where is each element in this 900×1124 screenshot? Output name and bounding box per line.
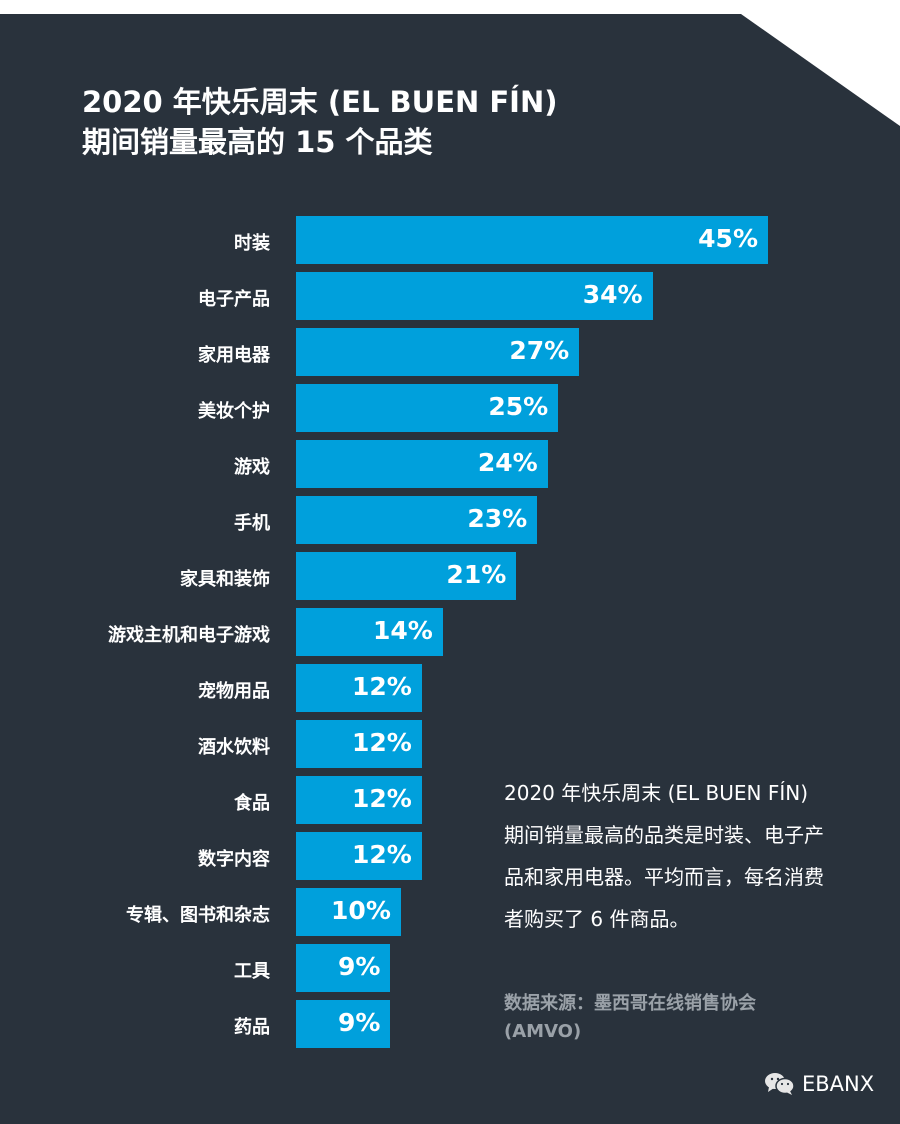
category-label: 食品 bbox=[234, 793, 270, 814]
bar: 10% bbox=[296, 888, 401, 936]
data-label: 25% bbox=[488, 392, 549, 421]
bar: 25% bbox=[296, 384, 559, 432]
logo: EBANX bbox=[764, 1072, 874, 1096]
bar: 34% bbox=[296, 272, 653, 320]
bar: 21% bbox=[296, 552, 517, 600]
category-label: 家具和装饰 bbox=[180, 569, 270, 590]
title-line-1: 2020 年快乐周末 (EL BUEN FÍN) bbox=[82, 85, 558, 119]
source-note: 数据来源：墨西哥在线销售协会 (AMVO) bbox=[504, 993, 756, 1042]
logo-text: EBANX bbox=[802, 1072, 875, 1096]
category-label: 酒水饮料 bbox=[198, 737, 270, 758]
category-label: 工具 bbox=[234, 961, 270, 982]
bar: 9% bbox=[296, 944, 391, 992]
data-label: 10% bbox=[331, 896, 391, 925]
data-label: 12% bbox=[352, 784, 412, 813]
bar: 27% bbox=[296, 328, 580, 376]
category-label: 美妆个护 bbox=[198, 401, 270, 422]
title-line-2: 期间销量最高的 15 个品类 bbox=[82, 125, 433, 159]
category-label: 专辑、图书和杂志 bbox=[126, 905, 270, 926]
category-label: 宠物用品 bbox=[198, 681, 270, 702]
bar: 12% bbox=[296, 776, 422, 824]
data-label: 24% bbox=[477, 448, 538, 477]
data-label: 23% bbox=[467, 504, 528, 533]
bar: 14% bbox=[296, 608, 443, 656]
bar: 12% bbox=[296, 664, 422, 712]
category-label: 电子产品 bbox=[198, 289, 270, 310]
category-label: 药品 bbox=[234, 1017, 270, 1038]
data-label: 45% bbox=[698, 224, 758, 253]
category-label: 手机 bbox=[234, 513, 270, 534]
data-label: 34% bbox=[582, 280, 643, 309]
bar: 12% bbox=[296, 832, 422, 880]
data-label: 12% bbox=[352, 840, 412, 869]
data-label: 12% bbox=[352, 728, 412, 757]
category-label: 时装 bbox=[234, 233, 270, 254]
bar: 23% bbox=[296, 496, 538, 544]
chart-title: 2020 年快乐周末 (EL BUEN FÍN) 期间销量最高的 15 个品类 bbox=[82, 82, 558, 162]
data-label: 12% bbox=[352, 672, 412, 701]
category-label: 家用电器 bbox=[198, 345, 270, 366]
summary-note: 2020 年快乐周末 (EL BUEN FÍN) 期间销量最高的品类是时装、电子… bbox=[504, 781, 824, 931]
data-label: 14% bbox=[373, 616, 433, 645]
bar: 24% bbox=[296, 440, 548, 488]
category-label: 数字内容 bbox=[198, 849, 270, 870]
data-label: 9% bbox=[337, 1008, 381, 1037]
bar: 12% bbox=[296, 720, 422, 768]
category-label: 游戏 bbox=[234, 457, 270, 478]
bar: 45% bbox=[296, 216, 768, 264]
wechat-icon bbox=[765, 1073, 795, 1095]
bar: 9% bbox=[296, 1000, 391, 1048]
data-label: 21% bbox=[446, 560, 507, 589]
data-label: 9% bbox=[337, 952, 381, 981]
category-label: 游戏主机和电子游戏 bbox=[108, 625, 270, 646]
data-label: 27% bbox=[509, 336, 570, 365]
